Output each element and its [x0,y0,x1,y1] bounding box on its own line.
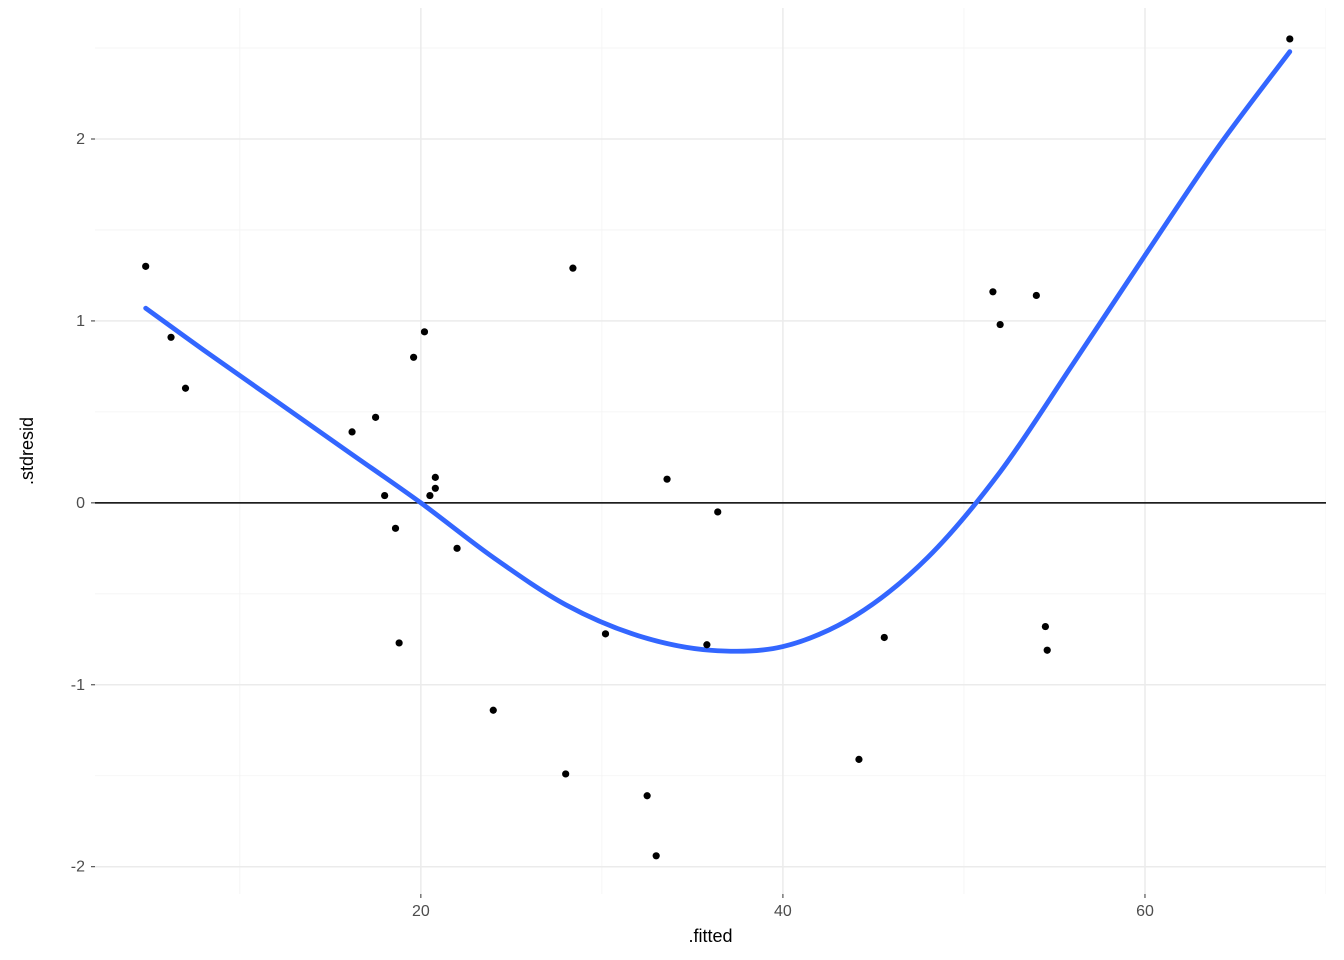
x-tick-label: 20 [412,903,430,920]
panel-bg [95,8,1326,894]
y-tick-label: 2 [76,131,85,148]
data-point [653,852,660,859]
data-point [1042,623,1049,630]
y-tick-label: -1 [71,677,85,694]
data-point [1044,647,1051,654]
data-point [392,525,399,532]
data-point [410,354,417,361]
data-point [663,476,670,483]
data-point [1033,292,1040,299]
data-point [396,639,403,646]
y-tick-label: -2 [71,859,85,876]
data-point [167,334,174,341]
x-tick-label: 60 [1136,903,1154,920]
y-tick-label: 0 [76,495,85,512]
data-point [855,756,862,763]
data-point [421,328,428,335]
data-point [644,792,651,799]
data-point [989,288,996,295]
data-point [997,321,1004,328]
residual-plot: 20 40 60 -2 -1 0 1 2 .fitted .stdresid [0,0,1344,960]
x-tick-label: 40 [774,903,792,920]
data-point [1286,35,1293,42]
data-point [602,630,609,637]
data-point [490,707,497,714]
data-point [372,414,379,421]
data-point [432,474,439,481]
y-axis-label: .stdresid [17,417,37,485]
data-point [432,485,439,492]
y-tick-label: 1 [76,313,85,330]
data-point [426,492,433,499]
data-point [381,492,388,499]
data-point [348,428,355,435]
data-point [562,770,569,777]
data-point [453,545,460,552]
plot-svg: 20 40 60 -2 -1 0 1 2 .fitted .stdresid [0,0,1344,960]
data-point [881,634,888,641]
data-point [182,385,189,392]
x-axis-label: .fitted [688,926,732,946]
data-point [703,641,710,648]
data-point [714,508,721,515]
data-point [142,263,149,270]
data-point [569,265,576,272]
